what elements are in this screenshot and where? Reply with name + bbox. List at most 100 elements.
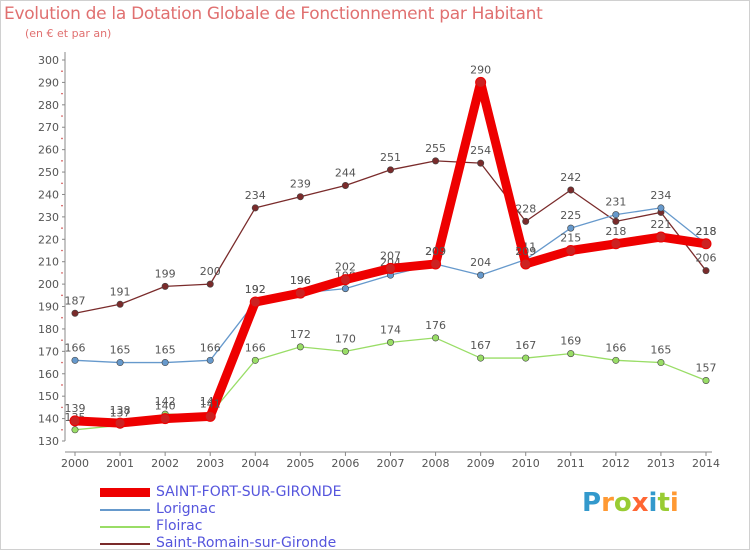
x-tick-label: 2009 (467, 457, 495, 470)
x-tick-label: 2001 (106, 457, 134, 470)
data-point-floirac (386, 338, 394, 346)
data-label-saint-fort-sur-gironde: 139 (65, 402, 86, 415)
data-point-saint-romain-sur-gironde (567, 186, 575, 194)
y-minor-tick (61, 182, 63, 185)
data-point-saint-romain-sur-gironde (161, 282, 169, 290)
line-chart: 130 140 150 160 170 180 190 200 210 220 230 240 250 2… (38, 52, 720, 470)
data-point-saint-fort-sur-gironde (159, 413, 171, 425)
data-label-saint-fort-sur-gironde: 196 (290, 274, 311, 287)
proxiti-logo: Proxiti (582, 488, 679, 518)
data-label-saint-fort-sur-gironde: 192 (245, 283, 266, 296)
data-point-lorignac (612, 211, 620, 219)
data-point-saint-romain-sur-gironde (386, 166, 394, 174)
y-minor-tick (61, 272, 63, 274)
data-label-saint-romain-sur-gironde: 206 (696, 252, 717, 265)
x-tick-label: 2006 (331, 457, 359, 470)
data-label-lorignac: 192 (245, 283, 266, 296)
data-point-saint-romain-sur-gironde (116, 300, 124, 308)
data-point-floirac (567, 350, 575, 358)
data-label-floirac: 167 (470, 339, 491, 352)
data-label-lorignac: 204 (470, 256, 491, 269)
x-tick-label: 2014 (692, 457, 720, 470)
y-minor-tick (61, 204, 63, 207)
y-tick-label: 290 (38, 76, 59, 89)
logo-letter: i (648, 488, 658, 518)
y-minor-tick (61, 384, 63, 386)
data-point-lorignac (657, 204, 665, 212)
y-tick-label: 250 (38, 166, 59, 179)
y-tick-label: 230 (38, 211, 59, 224)
data-point-saint-fort-sur-gironde (204, 410, 216, 422)
y-minor-tick (61, 137, 63, 140)
legend-swatch-saint-romain (100, 543, 150, 545)
data-point-saint-romain-sur-gironde (71, 309, 79, 317)
data-point-saint-fort-sur-gironde (475, 76, 487, 88)
y-tick-label: 210 (38, 256, 59, 269)
y-tick-label: 140 (38, 413, 59, 426)
data-label-floirac: 176 (425, 319, 446, 332)
y-minor-tick (61, 249, 63, 252)
data-label-saint-fort-sur-gironde: 215 (560, 232, 581, 245)
y-tick-label: 240 (38, 188, 59, 201)
data-point-lorignac (71, 356, 79, 364)
data-label-saint-romain-sur-gironde: 199 (155, 267, 176, 280)
x-tick-label: 2002 (151, 457, 179, 470)
data-label-saint-fort-sur-gironde: 202 (335, 261, 356, 274)
data-point-floirac (477, 354, 485, 362)
y-tick-label: 190 (38, 301, 59, 314)
data-label-lorignac: 196 (290, 274, 311, 287)
data-label-saint-romain-sur-gironde: 228 (515, 202, 536, 215)
legend-label-saint-fort: SAINT-FORT-SUR-GIRONDE (156, 484, 342, 500)
data-point-saint-fort-sur-gironde (69, 415, 81, 427)
data-point-saint-romain-sur-gironde (341, 182, 349, 190)
data-point-floirac (341, 347, 349, 355)
legend-swatch-floirac (100, 526, 150, 528)
data-point-saint-romain-sur-gironde (206, 280, 214, 288)
y-minor-tick (61, 160, 63, 162)
data-point-saint-romain-sur-gironde (702, 267, 710, 275)
data-label-saint-fort-sur-gironde: 207 (380, 249, 401, 262)
data-label-lorignac: 165 (155, 344, 176, 357)
chart-title: Evolution de la Dotation Globale de Fonc… (4, 4, 543, 24)
data-label-saint-romain-sur-gironde: 244 (335, 167, 356, 180)
data-point-saint-romain-sur-gironde (612, 217, 620, 225)
y-tick-label: 220 (38, 233, 59, 246)
x-tick-label: 2000 (61, 457, 89, 470)
data-point-saint-romain-sur-gironde (251, 204, 259, 212)
data-point-lorignac (206, 356, 214, 364)
x-tick-label: 2004 (241, 457, 269, 470)
data-point-saint-fort-sur-gironde (700, 238, 712, 250)
y-tick-label: 260 (38, 144, 59, 157)
logo-letter: i (669, 488, 679, 518)
data-point-lorignac (116, 359, 124, 367)
y-tick-label: 150 (38, 390, 59, 403)
data-label-floirac: 167 (515, 339, 536, 352)
legend-swatch-lorignac (100, 509, 150, 511)
y-tick-label: 270 (38, 121, 59, 134)
data-label-floirac: 142 (155, 395, 176, 408)
x-tick-label: 2008 (422, 457, 450, 470)
data-point-saint-fort-sur-gironde (385, 262, 396, 274)
data-point-saint-fort-sur-gironde (114, 417, 126, 429)
y-minor-tick (61, 428, 63, 431)
y-minor-tick (61, 294, 63, 297)
data-point-saint-romain-sur-gironde (432, 157, 440, 165)
y-minor-tick (61, 339, 63, 341)
y-tick-label: 300 (38, 54, 59, 67)
y-minor-tick (61, 316, 63, 319)
y-tick-label: 130 (38, 435, 59, 448)
data-point-floirac (251, 356, 259, 364)
data-label-floirac: 157 (696, 361, 717, 374)
legend-label-floirac: Floirac (156, 518, 203, 534)
data-point-floirac (71, 426, 79, 434)
data-label-lorignac: 231 (605, 196, 626, 209)
data-label-saint-romain-sur-gironde: 234 (245, 189, 266, 202)
y-minor-tick (61, 227, 63, 229)
data-label-floirac: 165 (650, 344, 671, 357)
data-point-saint-fort-sur-gironde (565, 245, 577, 256)
data-point-floirac (432, 334, 440, 342)
data-label-saint-fort-sur-gironde: 290 (470, 63, 491, 76)
data-point-saint-fort-sur-gironde (430, 258, 442, 270)
data-label-lorignac: 225 (560, 209, 581, 222)
chart-subtitle: (en € et par an) (25, 27, 112, 40)
